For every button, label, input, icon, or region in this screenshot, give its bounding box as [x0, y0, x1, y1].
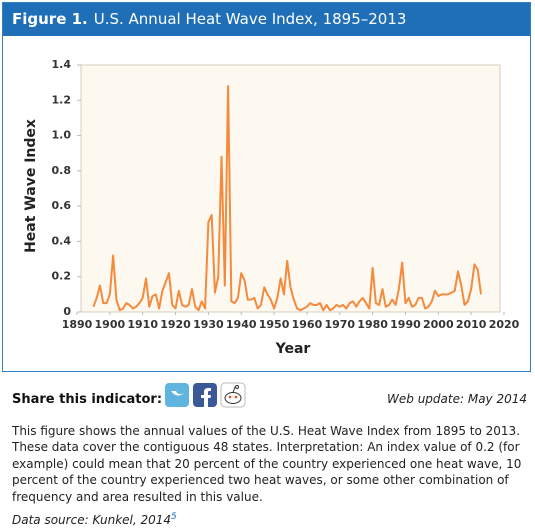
x-axis-label: Year	[275, 341, 311, 357]
x-tick-label: 2010	[456, 318, 487, 331]
x-tick-label: 2000	[423, 318, 454, 331]
chart-title: U.S. Annual Heat Wave Index, 1895–2013	[93, 10, 407, 28]
x-tick-label: 1910	[127, 318, 158, 331]
x-tick-label: 1890	[62, 318, 93, 331]
y-tick-label: 0	[63, 305, 71, 318]
x-tick-label: 1970	[324, 318, 355, 331]
y-tick-label: 1.0	[52, 129, 72, 142]
x-tick-label: 1930	[193, 318, 224, 331]
share-label: Share this indicator:	[12, 392, 163, 407]
description: This figure shows the annual values of t…	[12, 424, 522, 504]
y-axis-label: Heat Wave Index	[23, 119, 39, 253]
footnote: 5	[171, 512, 177, 522]
chart: Year Heat Wave Index 0 0.2 0.4 0.6 0.8 1.0 1.2…	[23, 58, 520, 357]
figure-header: Figure 1. U.S. Annual Heat Wave Index, 18…	[3, 3, 530, 36]
x-tick-label: 1960	[292, 318, 323, 331]
figure-label: Figure 1.	[12, 10, 88, 28]
y-tick-label: 1.4	[52, 58, 72, 71]
x-tick-label: 1920	[160, 318, 191, 331]
x-tick-label: 1900	[95, 318, 126, 331]
data-line	[92, 85, 483, 312]
y-tick-label: 0.4	[52, 234, 72, 247]
data-source-text: Data source: Kunkel, 2014	[12, 513, 172, 527]
y-tick-label: 0.2	[52, 270, 72, 283]
y-tick-label: 1.2	[52, 93, 72, 106]
x-tick-label: 1950	[259, 318, 290, 331]
data-source: Data source: Kunkel, 20145	[12, 512, 177, 527]
x-tick-label: 2020	[489, 318, 520, 331]
reddit-button[interactable]	[220, 382, 246, 408]
y-tick-label: 0.6	[52, 199, 72, 212]
plot-area	[80, 64, 501, 313]
figure-box: Figure 1. U.S. Annual Heat Wave Index, 18…	[2, 2, 531, 372]
share-icons	[165, 382, 246, 408]
facebook-button[interactable]	[193, 383, 217, 407]
x-tick-label: 1940	[226, 318, 257, 331]
x-tick-label: 1980	[357, 318, 388, 331]
twitter-button[interactable]	[165, 383, 189, 407]
web-update: Web update: May 2014	[387, 392, 527, 406]
y-tick-label: 0.8	[52, 164, 72, 177]
x-tick-label: 1990	[390, 318, 421, 331]
